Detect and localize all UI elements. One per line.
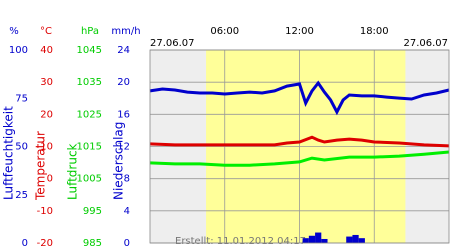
axis-unit: % [9, 26, 19, 37]
x-tick-label: 06:00 [210, 26, 239, 37]
y-tick-label: 10 [40, 142, 53, 153]
y-tick-label: -20 [37, 238, 53, 249]
series-line [149, 135, 450, 148]
y-tick-label: 25 [15, 190, 28, 201]
y-tick-label: 1035 [77, 77, 102, 88]
x-tick-label: 12:00 [285, 26, 314, 37]
precip-bar [315, 232, 322, 243]
axis-unit: hPa [81, 26, 99, 37]
x-tick-label: 18:00 [360, 26, 389, 37]
y-tick-label: 995 [83, 206, 102, 217]
y-tick-label: 1005 [77, 174, 102, 185]
precip-bar [302, 238, 309, 243]
y-tick-label: 20 [40, 109, 53, 120]
precip-bar [308, 235, 316, 243]
axis-title: Temperatur [34, 131, 48, 201]
precip-bar [321, 238, 328, 243]
series-line [149, 150, 450, 167]
precip-bar [352, 234, 359, 243]
y-tick-label: 1015 [77, 142, 102, 153]
precip-bar [358, 238, 365, 243]
y-tick-label: 0 [124, 238, 130, 249]
axis-title: Luftfeuchtigkeit [2, 106, 16, 200]
date-left: 27.06.07 [150, 38, 195, 49]
y-tick-label: 16 [117, 109, 130, 120]
precip-bar [346, 236, 353, 243]
y-tick-label: -10 [37, 206, 53, 217]
y-tick-label: 30 [40, 77, 53, 88]
y-tick-label: 8 [124, 174, 130, 185]
footer: Erstellt: 11.01.2012 04:17 [175, 236, 306, 247]
date-right: 27.06.07 [403, 38, 448, 49]
plot-frame [149, 49, 450, 244]
y-tick-label: 75 [15, 93, 28, 104]
y-tick-label: 985 [83, 238, 102, 249]
y-tick-label: 100 [9, 45, 28, 56]
series-line [149, 80, 450, 116]
y-tick-label: 4 [124, 206, 130, 217]
axis-title: Niederschlag [112, 122, 126, 200]
y-tick-label: 0 [47, 174, 53, 185]
y-tick-label: 20 [117, 77, 130, 88]
y-tick-label: 40 [40, 45, 53, 56]
y-tick-label: 50 [15, 142, 28, 153]
axis-unit: mm/h [111, 26, 140, 37]
y-tick-label: 1045 [77, 45, 102, 56]
y-tick-label: 1025 [77, 109, 102, 120]
axis-unit: °C [40, 26, 52, 37]
y-tick-label: 24 [117, 45, 130, 56]
y-tick-label: 12 [117, 142, 130, 153]
axis-title: Luftdruck [66, 143, 80, 200]
y-tick-label: 0 [22, 238, 28, 249]
